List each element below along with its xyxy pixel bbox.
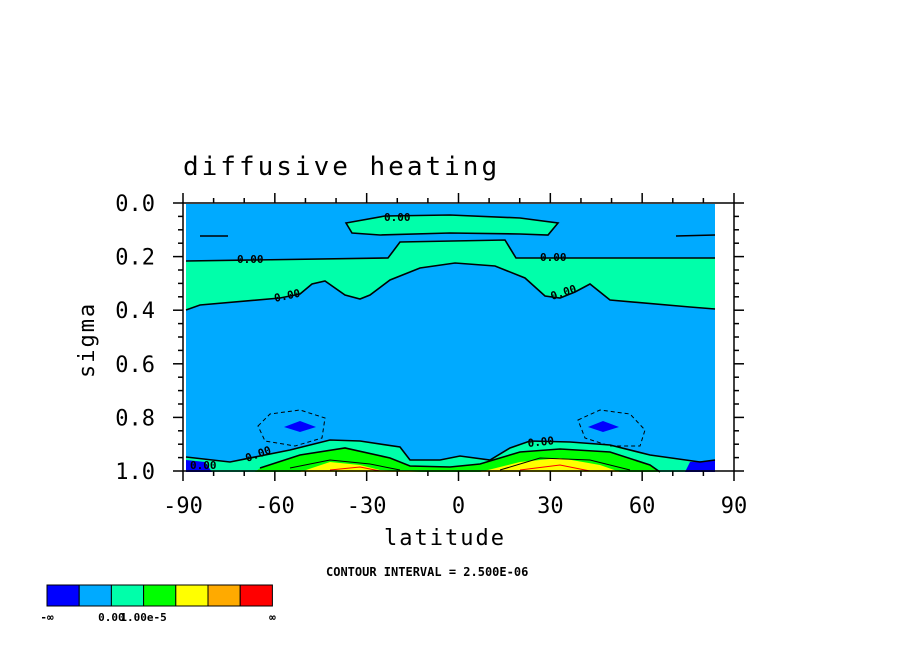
negative-lobe-north	[588, 421, 619, 432]
colorbar-swatch	[239, 584, 273, 607]
mid-positive-band	[186, 240, 715, 310]
colorbar-label: 0.00	[98, 611, 125, 624]
x-tick-label: 0	[452, 494, 465, 519]
x-tick-label: -90	[163, 494, 203, 519]
y-axis-label: sigma	[75, 302, 100, 378]
colorbar-label: -∞	[40, 611, 54, 624]
colorbar-swatch	[78, 584, 112, 607]
negative-corner-north	[685, 460, 715, 472]
contour-line	[257, 409, 326, 447]
contour-label: 0.00	[527, 434, 555, 450]
colorbar-swatch	[175, 584, 209, 607]
x-tick-label: 30	[537, 494, 564, 519]
colorbar-swatch	[46, 584, 80, 607]
y-tick-label: 0.2	[115, 246, 155, 271]
y-tick-label: 0.6	[115, 353, 155, 378]
contour-line	[329, 464, 591, 472]
contour-line	[344, 214, 560, 236]
contour-label: 0.00	[384, 211, 411, 224]
contour-field	[186, 204, 715, 472]
y-tick-label: 0.0	[115, 192, 155, 217]
x-tick-label: 60	[629, 494, 656, 519]
contour-line	[289, 457, 631, 471]
upper-positive-cap	[346, 215, 558, 235]
colorbar	[46, 584, 273, 607]
contour-label: 0.00	[273, 287, 302, 305]
contour-lines	[185, 214, 716, 473]
negative-corner-south	[186, 460, 212, 472]
x-tick-labels: -90 -60 -30 0 30 60 90	[163, 494, 747, 519]
x-axis-label: latitude	[384, 526, 506, 551]
contour-label: 0.00	[190, 459, 217, 472]
y-tick-labels: 0.0 0.2 0.4 0.6 0.8 1.0	[115, 192, 155, 485]
contour-line	[185, 239, 715, 262]
x-tick-label: 90	[721, 494, 748, 519]
x-tick-label: -60	[255, 494, 295, 519]
colorbar-label: 1.00e-5	[120, 611, 166, 624]
negative-lobe-south	[284, 421, 316, 432]
contour-line	[577, 409, 646, 447]
contour-labels: 0.00 0.00 0.00 0.00 0.00 0.00 0.00 0.00	[190, 211, 578, 472]
contour-line	[185, 262, 716, 311]
colorbar-label: ∞	[269, 611, 276, 624]
y-tick-label: 1.0	[115, 460, 155, 485]
colorbar-swatch	[143, 584, 177, 607]
axis-ticks	[173, 193, 744, 481]
contour-label: 0.00	[540, 251, 567, 264]
x-tick-label: -30	[347, 494, 387, 519]
contour-line	[185, 439, 716, 463]
contour-line	[675, 234, 716, 237]
colorbar-swatch	[110, 584, 145, 607]
colorbar-swatch	[207, 584, 241, 607]
contour-label: 0.00	[237, 253, 264, 266]
y-tick-label: 0.8	[115, 406, 155, 431]
y-tick-label: 0.4	[115, 299, 155, 324]
chart-title: diffusive heating	[183, 152, 500, 182]
near-surface-positive-3	[300, 458, 620, 472]
contour-interval-note: CONTOUR INTERVAL = 2.500E-06	[326, 565, 528, 579]
contour-line	[259, 447, 661, 473]
colorbar-labels: -∞ 0.001.00e-5 ∞	[40, 611, 276, 624]
